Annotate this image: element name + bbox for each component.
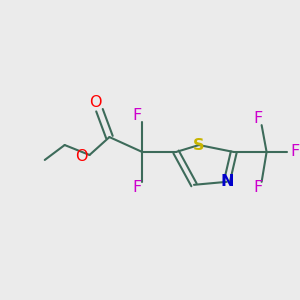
Text: F: F bbox=[253, 180, 262, 195]
Text: F: F bbox=[133, 108, 142, 123]
Text: N: N bbox=[220, 174, 234, 189]
Text: O: O bbox=[75, 149, 88, 164]
Text: F: F bbox=[133, 180, 142, 195]
Text: F: F bbox=[291, 145, 300, 160]
Text: F: F bbox=[253, 111, 262, 126]
Text: O: O bbox=[89, 95, 102, 110]
Text: S: S bbox=[193, 137, 205, 152]
